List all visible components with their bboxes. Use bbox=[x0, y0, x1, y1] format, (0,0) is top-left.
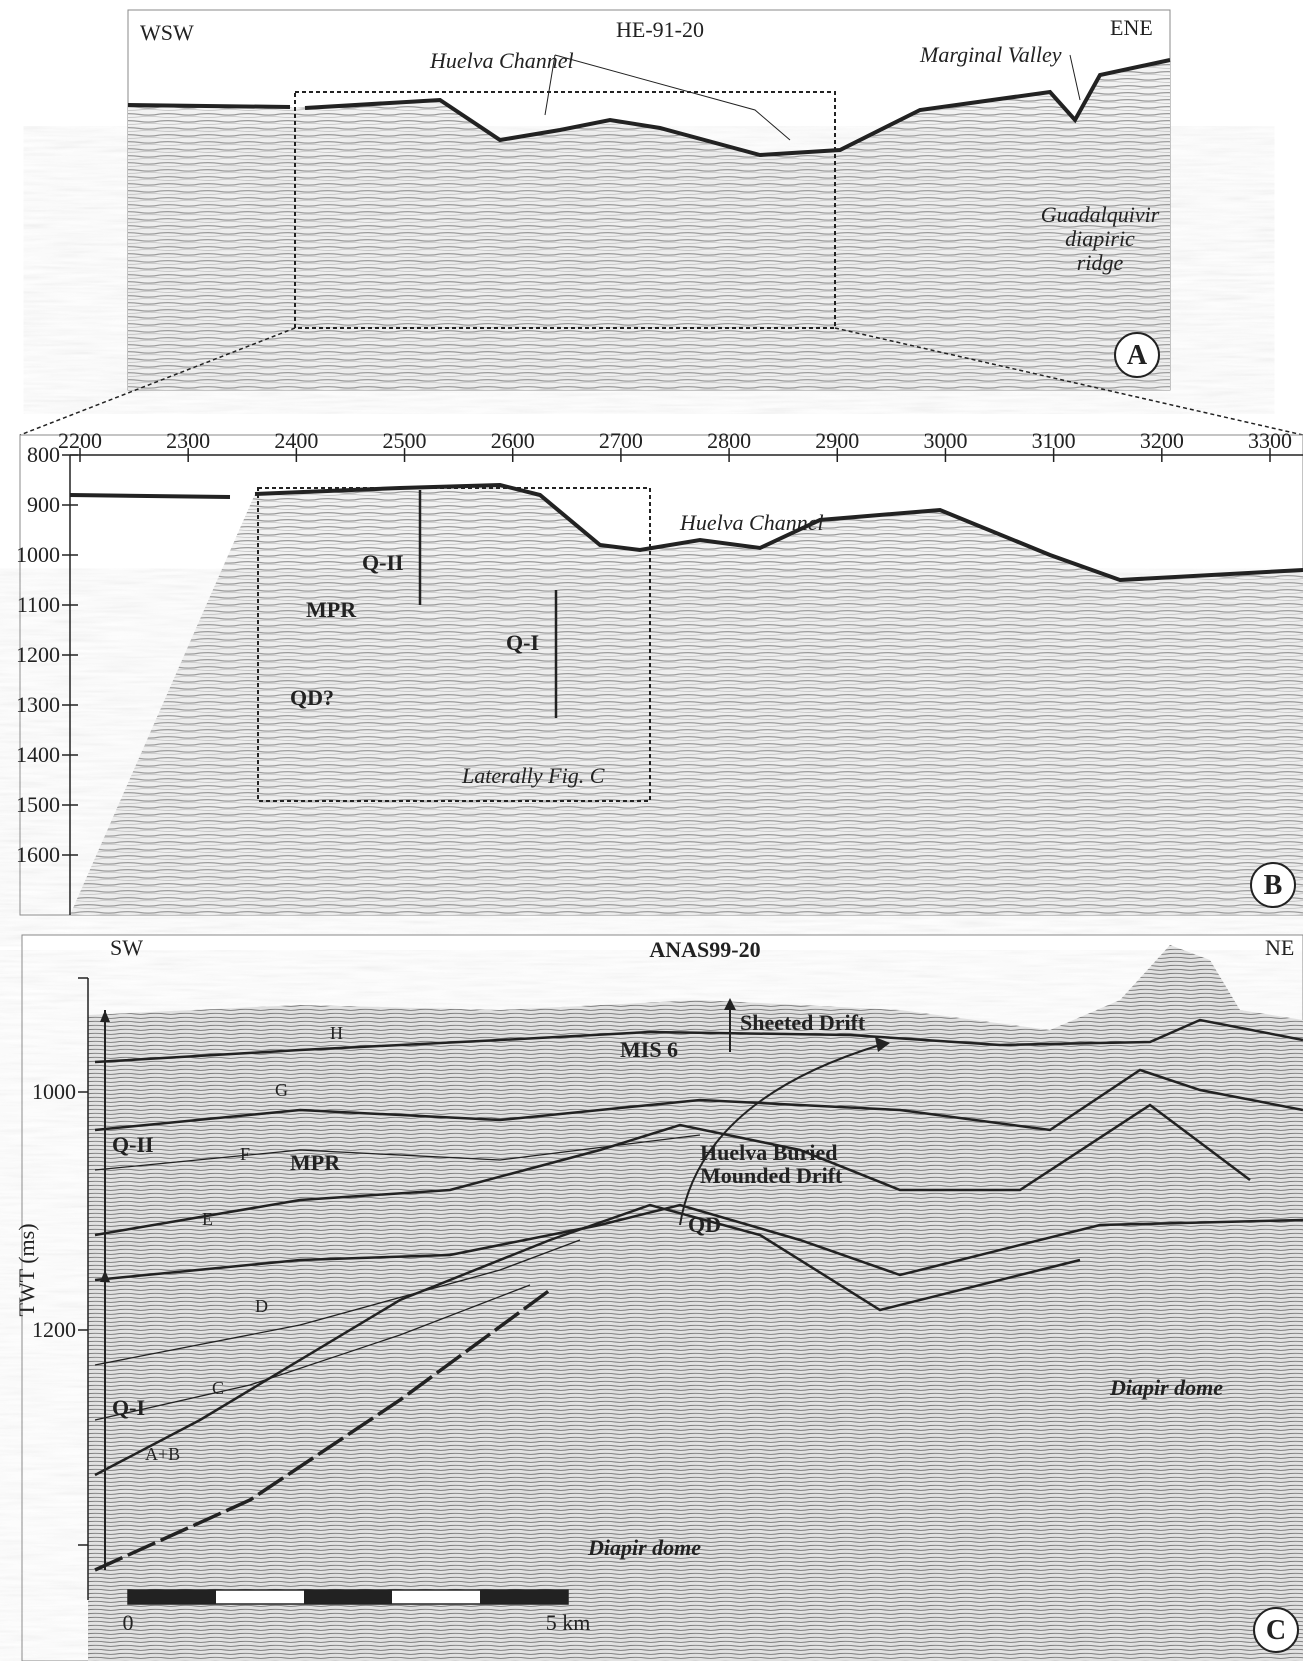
seismic-noise bbox=[88, 1015, 1303, 1661]
panel-b: Huelva Channel Q-II MPR Q-I QD? Laterall… bbox=[16, 428, 1303, 916]
unit-label: A+B bbox=[145, 1444, 180, 1464]
feature-label: Sheeted Drift bbox=[740, 1010, 866, 1035]
scale-label: 0 bbox=[123, 1610, 134, 1635]
y-ticks: 1000 1200 bbox=[32, 1079, 88, 1342]
unit-label: H bbox=[330, 1023, 343, 1043]
direction-label: NE bbox=[1265, 935, 1294, 960]
y-tick-label: 1200 bbox=[16, 642, 60, 667]
x-tick-label: 2400 bbox=[274, 428, 318, 453]
panel-badge bbox=[1250, 862, 1296, 908]
seafloor bbox=[127, 58, 1171, 158]
zoom-connector bbox=[19, 327, 1303, 436]
scale-label: 5 km bbox=[546, 1610, 591, 1635]
x-tick-label: 2300 bbox=[166, 428, 210, 453]
panel-letter: C bbox=[1266, 1615, 1286, 1646]
x-tick-label: 3100 bbox=[1032, 428, 1076, 453]
panel-letter: A bbox=[1127, 340, 1148, 371]
unit-label: MPR bbox=[306, 597, 357, 622]
unit-label: F bbox=[240, 1144, 250, 1164]
arrow-head bbox=[875, 1037, 890, 1052]
x-tick-label: 2800 bbox=[707, 428, 751, 453]
feature-label: ridge bbox=[1077, 250, 1124, 275]
x-tick-label: 2900 bbox=[815, 428, 859, 453]
axis-line bbox=[69, 454, 1303, 915]
feature-label: Guadalquivir bbox=[1041, 202, 1160, 227]
direction-label: WSW bbox=[140, 20, 194, 45]
feature-label: Huelva Buried bbox=[700, 1140, 838, 1165]
direction-label: ENE bbox=[1110, 15, 1153, 40]
x-tick-label: 3300 bbox=[1248, 428, 1292, 453]
y-tick-label: 1300 bbox=[16, 692, 60, 717]
panel-a: WSW HE-91-20 ENE Huelva Channel Marginal… bbox=[127, 9, 1171, 391]
y-tick-label: 1000 bbox=[16, 542, 60, 567]
y-tick-label: 800 bbox=[27, 442, 60, 467]
feature-label: Diapir dome bbox=[587, 1535, 701, 1560]
x-tick-label: 2500 bbox=[383, 428, 427, 453]
x-tick-label: 2700 bbox=[599, 428, 643, 453]
seafloor bbox=[69, 482, 1303, 583]
y-tick-label: 1000 bbox=[32, 1079, 76, 1104]
horizon-label: QD bbox=[688, 1212, 721, 1237]
seismic-noise bbox=[70, 600, 1303, 915]
feature-label: diapiric bbox=[1065, 226, 1135, 251]
y-tick-label: 1600 bbox=[16, 842, 60, 867]
x-tick-label: 3000 bbox=[923, 428, 967, 453]
feature-label: Mounded Drift bbox=[700, 1163, 843, 1188]
unit-label: QD? bbox=[290, 685, 334, 710]
unit-label: C bbox=[212, 1378, 224, 1398]
panel-letter: B bbox=[1264, 870, 1283, 901]
feature-label: Diapir dome bbox=[1109, 1375, 1223, 1400]
unit-label: Q-I bbox=[506, 630, 539, 655]
box-note: Laterally Fig. C bbox=[461, 763, 605, 788]
seismic-noise bbox=[128, 150, 1170, 390]
unit-label: E bbox=[202, 1209, 213, 1229]
zoom-box bbox=[257, 487, 651, 802]
arrow bbox=[679, 1044, 881, 1226]
line-title: ANAS99-20 bbox=[649, 937, 760, 962]
unit-label: D bbox=[255, 1296, 268, 1316]
unit-label: Q-II bbox=[362, 550, 404, 575]
horizons bbox=[94, 1018, 1303, 1572]
feature-label: Huelva Channel bbox=[429, 48, 574, 73]
y-tick-label: 1400 bbox=[16, 742, 60, 767]
axis-label: TWT (ms) bbox=[14, 1223, 39, 1316]
horizon-label: MPR bbox=[290, 1150, 341, 1175]
unit-label: G bbox=[275, 1080, 288, 1100]
zoom-box bbox=[294, 91, 836, 329]
y-tick-label: 1200 bbox=[32, 1317, 76, 1342]
axis-line bbox=[78, 977, 89, 1600]
horizon-label: MIS 6 bbox=[620, 1037, 678, 1062]
x-tick-label: 3200 bbox=[1140, 428, 1184, 453]
panel-badge bbox=[1253, 1607, 1299, 1653]
panel-badge bbox=[1114, 332, 1160, 378]
line-title: HE-91-20 bbox=[616, 17, 704, 42]
scale-bar bbox=[127, 1589, 569, 1605]
leader-line bbox=[544, 54, 791, 141]
y-tick-label: 1100 bbox=[17, 592, 60, 617]
sequence-label: Q-I bbox=[112, 1395, 145, 1420]
direction-label: SW bbox=[110, 935, 143, 960]
sequence-bar bbox=[418, 490, 558, 718]
leader-line bbox=[1069, 54, 1081, 101]
x-tick-label: 2200 bbox=[58, 428, 102, 453]
y-tick-label: 1500 bbox=[16, 792, 60, 817]
feature-label: Huelva Channel bbox=[679, 510, 824, 535]
y-tick-label: 900 bbox=[27, 492, 60, 517]
sequence-label: Q-II bbox=[112, 1132, 154, 1157]
feature-label: Marginal Valley bbox=[919, 42, 1062, 67]
arrow-head bbox=[724, 998, 736, 1010]
x-tick-label: 2600 bbox=[491, 428, 535, 453]
